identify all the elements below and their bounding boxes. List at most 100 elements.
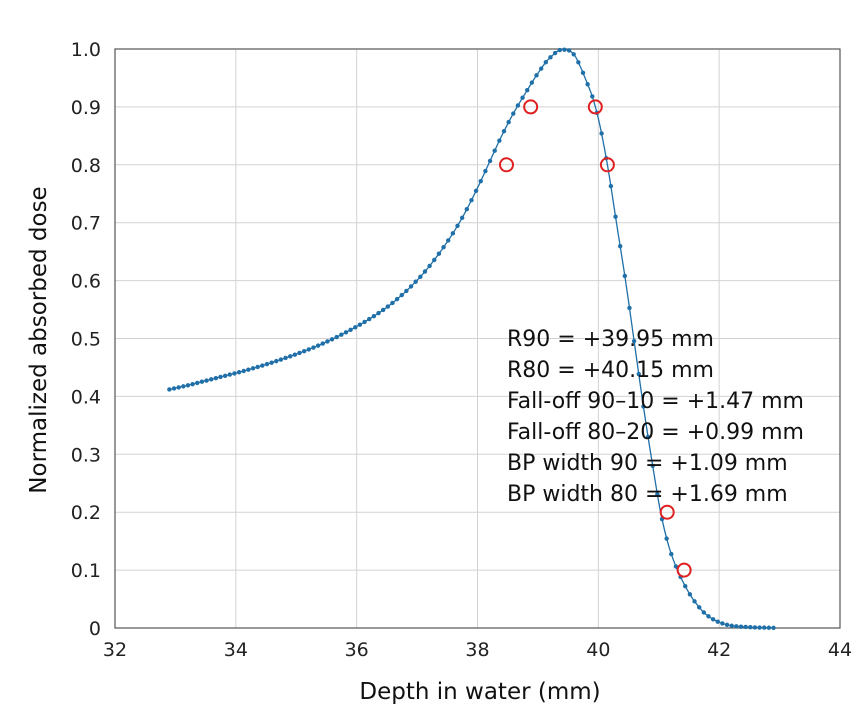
data-point bbox=[710, 617, 716, 622]
data-point bbox=[450, 231, 456, 236]
data-point bbox=[525, 87, 530, 93]
data-point bbox=[362, 319, 367, 325]
data-point bbox=[171, 386, 177, 391]
y-tick-label: 0.5 bbox=[71, 329, 101, 351]
data-point bbox=[720, 621, 725, 626]
data-point bbox=[771, 625, 776, 631]
data-point bbox=[757, 625, 762, 630]
data-points bbox=[167, 47, 776, 631]
data-point bbox=[222, 373, 228, 378]
x-tick-label: 36 bbox=[345, 639, 369, 661]
annotation-line: R90 = +39.95 mm bbox=[507, 327, 714, 352]
highlight-marker bbox=[659, 504, 675, 520]
data-point bbox=[701, 610, 707, 615]
data-point bbox=[529, 80, 535, 85]
x-axis-title: Depth in water (mm) bbox=[359, 679, 600, 705]
data-point bbox=[413, 279, 418, 284]
y-tick-label: 0.9 bbox=[71, 97, 101, 119]
x-tick-label: 42 bbox=[707, 639, 731, 661]
data-point bbox=[743, 624, 748, 630]
highlight-marker bbox=[587, 99, 603, 115]
y-tick-label: 0.4 bbox=[71, 386, 101, 408]
data-point bbox=[706, 614, 711, 619]
x-tick-label: 44 bbox=[828, 639, 852, 661]
data-point bbox=[627, 305, 632, 311]
highlight-marker bbox=[599, 157, 615, 173]
data-point bbox=[241, 368, 246, 374]
data-point bbox=[339, 332, 344, 337]
data-point bbox=[418, 274, 423, 279]
data-point bbox=[367, 316, 372, 322]
data-point bbox=[478, 178, 483, 184]
data-point bbox=[427, 263, 432, 269]
data-point bbox=[469, 197, 474, 203]
data-point bbox=[571, 52, 576, 57]
data-point bbox=[218, 374, 223, 380]
data-point bbox=[590, 94, 595, 99]
data-point bbox=[199, 379, 205, 384]
data-point bbox=[617, 243, 623, 249]
data-point bbox=[376, 310, 381, 316]
highlight-markers bbox=[499, 99, 692, 578]
data-point bbox=[301, 349, 307, 354]
y-tick-label: 0.7 bbox=[71, 213, 101, 235]
data-point bbox=[297, 350, 302, 356]
data-point bbox=[394, 296, 400, 302]
plot-frame bbox=[114, 48, 841, 629]
data-point bbox=[269, 360, 274, 365]
data-point bbox=[622, 273, 628, 279]
annotation-line: BP width 80 = +1.69 mm bbox=[507, 482, 788, 507]
data-point bbox=[599, 131, 604, 136]
data-point bbox=[655, 492, 660, 497]
data-point bbox=[729, 623, 734, 628]
data-point bbox=[696, 605, 702, 610]
data-point bbox=[636, 371, 641, 377]
data-point bbox=[371, 313, 377, 319]
y-tick-label: 0.2 bbox=[71, 502, 101, 524]
data-point bbox=[320, 341, 325, 346]
data-point bbox=[748, 625, 753, 630]
data-point bbox=[613, 214, 618, 219]
data-point bbox=[692, 599, 697, 604]
y-axis-title: Normalized absorbed dose bbox=[26, 186, 52, 493]
y-tick-label: 0 bbox=[89, 618, 101, 640]
data-point bbox=[473, 188, 479, 193]
data-point bbox=[292, 352, 298, 357]
data-point bbox=[650, 463, 655, 469]
data-point bbox=[274, 358, 279, 364]
data-point bbox=[334, 334, 339, 340]
data-point bbox=[669, 551, 674, 557]
data-point bbox=[167, 387, 172, 392]
data-point bbox=[436, 251, 442, 256]
data-point bbox=[250, 366, 256, 371]
data-point bbox=[385, 304, 390, 309]
highlight-marker bbox=[676, 562, 692, 578]
data-point bbox=[408, 284, 414, 289]
data-point bbox=[264, 361, 270, 367]
data-point bbox=[422, 269, 428, 274]
data-point bbox=[176, 385, 181, 390]
data-point bbox=[631, 338, 637, 344]
data-point bbox=[181, 384, 186, 389]
data-point bbox=[288, 354, 293, 359]
data-point bbox=[734, 624, 739, 629]
y-tick-label: 0.6 bbox=[71, 271, 101, 293]
data-point bbox=[195, 380, 200, 386]
data-point bbox=[585, 82, 590, 87]
data-point bbox=[562, 47, 567, 52]
y-tick-label: 0.3 bbox=[71, 444, 101, 466]
x-tick-label: 34 bbox=[224, 639, 248, 661]
data-point bbox=[353, 325, 358, 330]
data-point bbox=[762, 625, 767, 630]
data-point bbox=[608, 183, 614, 189]
highlight-marker bbox=[499, 157, 514, 173]
data-point bbox=[209, 377, 214, 382]
data-point bbox=[227, 372, 232, 377]
data-point bbox=[566, 48, 572, 53]
data-point bbox=[641, 404, 646, 409]
annotation-line: Fall-off 80–20 = +0.99 mm bbox=[507, 420, 804, 445]
data-point bbox=[232, 371, 237, 376]
data-point bbox=[664, 536, 669, 541]
data-point bbox=[459, 215, 465, 221]
